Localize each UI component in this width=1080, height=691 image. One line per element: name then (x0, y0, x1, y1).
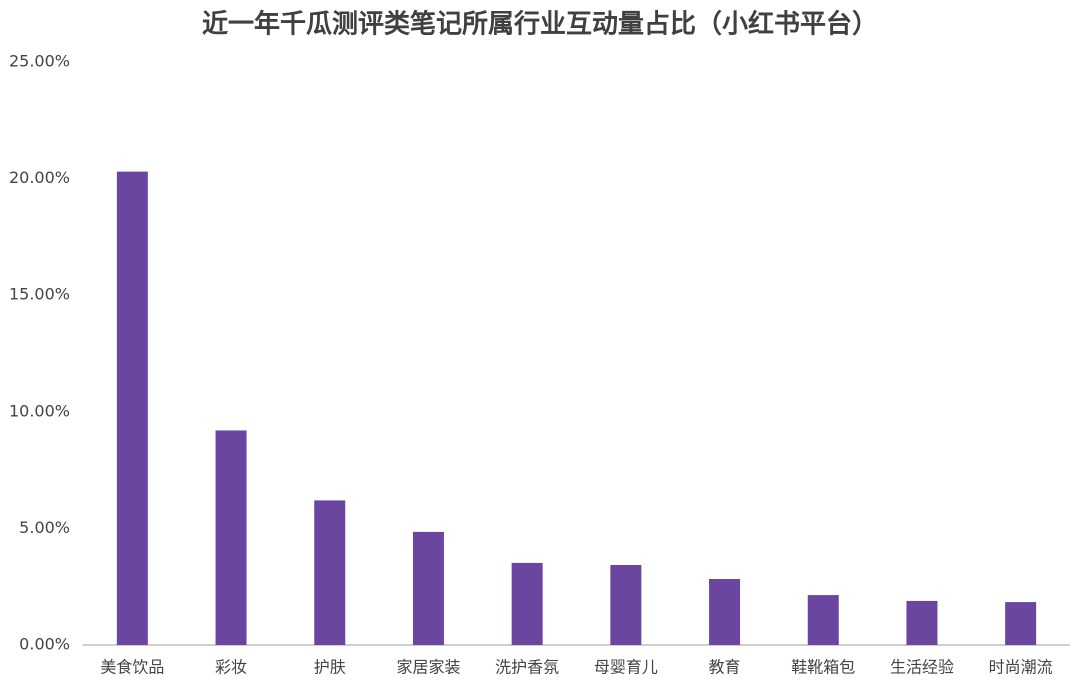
y-tick-label: 25.00% (9, 52, 70, 71)
y-tick-label: 5.00% (19, 518, 70, 537)
x-tick-label: 护肤 (314, 658, 346, 677)
chart-title: 近一年千瓜测评类笔记所属行业互动量占比（小红书平台） (202, 9, 878, 40)
bar (116, 171, 148, 645)
bar (511, 562, 543, 645)
x-tick-label: 鞋靴箱包 (791, 658, 855, 677)
bar (1005, 602, 1037, 645)
bar (412, 531, 444, 645)
bar (610, 565, 642, 645)
y-tick-label: 0.00% (19, 635, 70, 654)
x-tick-label: 母婴育儿 (594, 658, 658, 677)
bar (807, 595, 839, 645)
bar (215, 430, 247, 645)
x-tick-label: 彩妆 (215, 658, 247, 677)
y-tick-label: 15.00% (9, 285, 70, 304)
bar (709, 579, 741, 645)
y-tick-label: 10.00% (9, 401, 70, 420)
x-tick-label: 时尚潮流 (989, 658, 1053, 677)
y-tick-label: 20.00% (9, 168, 70, 187)
x-tick-label: 美食饮品 (100, 658, 164, 677)
x-tick-label: 教育 (709, 658, 741, 677)
x-tick-label: 家居家装 (396, 658, 460, 677)
x-tick-label: 洗护香氛 (495, 658, 559, 677)
x-tick-label: 生活经验 (890, 658, 954, 677)
bar (314, 500, 346, 645)
bar (906, 600, 938, 645)
